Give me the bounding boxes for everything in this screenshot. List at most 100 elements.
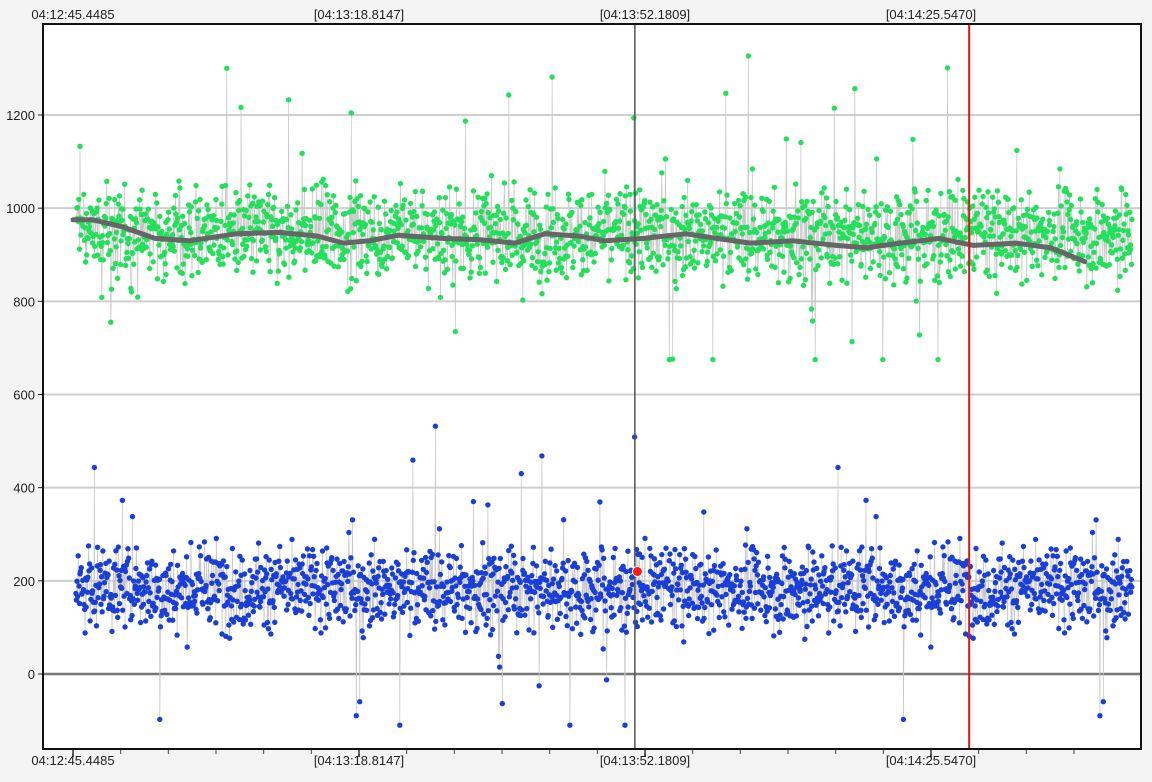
data-point [154, 594, 160, 601]
data-point [120, 607, 126, 613]
data-point [371, 194, 377, 200]
highlighted-point[interactable] [631, 566, 643, 578]
data-point [547, 245, 553, 252]
data-point [188, 230, 194, 236]
data-point [889, 598, 896, 605]
data-point [1105, 238, 1111, 244]
data-point [233, 569, 239, 575]
data-point [262, 244, 269, 250]
data-point [176, 227, 183, 233]
data-point [111, 236, 118, 242]
data-point [1055, 574, 1061, 580]
data-point [679, 272, 686, 279]
data-point [841, 225, 847, 231]
data-point [544, 277, 550, 283]
data-point [534, 604, 541, 610]
data-point [732, 228, 738, 235]
plot-area[interactable] [43, 24, 1141, 749]
data-point [943, 241, 949, 248]
data-point [1116, 592, 1122, 598]
data-point [857, 567, 863, 573]
data-point [241, 571, 248, 577]
data-point [189, 581, 196, 588]
data-point [1077, 556, 1084, 562]
data-point [131, 261, 137, 267]
data-point [389, 571, 396, 577]
data-point [550, 576, 557, 582]
data-point [394, 209, 400, 215]
data-point [572, 579, 578, 585]
data-point [832, 565, 838, 571]
data-point [1117, 580, 1123, 586]
data-point [609, 245, 615, 252]
data-point [251, 194, 257, 200]
data-point [745, 53, 752, 59]
data-point [247, 597, 253, 603]
data-point [311, 574, 317, 580]
data-point [507, 262, 513, 268]
data-point [1036, 557, 1042, 563]
data-point [984, 214, 990, 221]
data-point [637, 601, 644, 608]
data-point [165, 209, 172, 215]
data-point [665, 256, 671, 262]
data-point [236, 578, 242, 584]
data-point [603, 200, 610, 207]
data-point [499, 259, 505, 266]
data-point [426, 585, 433, 591]
data-point [578, 202, 584, 209]
data-point [710, 356, 716, 363]
data-point [179, 270, 185, 277]
data-point [515, 221, 521, 228]
data-point [291, 576, 297, 582]
data-point [900, 576, 906, 582]
data-point [1084, 284, 1090, 290]
data-point [177, 185, 183, 191]
data-point [958, 598, 964, 604]
data-point [979, 578, 986, 584]
data-point [487, 597, 493, 603]
data-point [721, 570, 727, 577]
data-point [922, 595, 928, 601]
data-point [197, 245, 204, 251]
data-point [1013, 598, 1020, 604]
data-point [216, 581, 222, 587]
data-point [530, 544, 537, 550]
data-point [166, 226, 172, 232]
data-point [414, 602, 421, 608]
data-point [250, 237, 257, 244]
data-point [1112, 208, 1119, 214]
data-point [1089, 529, 1096, 536]
data-point [1057, 242, 1064, 249]
data-point [946, 188, 953, 195]
data-point [986, 587, 992, 594]
data-point [564, 623, 570, 629]
data-point [1117, 273, 1123, 280]
data-point [871, 617, 877, 623]
data-point [322, 255, 328, 261]
data-point [87, 618, 93, 624]
data-point [453, 258, 459, 264]
data-point [807, 256, 813, 262]
data-point [943, 601, 950, 607]
data-point [1060, 225, 1066, 231]
data-point [236, 197, 243, 204]
data-point [715, 583, 721, 589]
data-point [509, 570, 515, 576]
data-point [859, 544, 865, 550]
data-point [431, 579, 437, 585]
data-point [875, 601, 881, 607]
data-point [264, 571, 270, 577]
data-point [531, 190, 538, 196]
data-point [592, 250, 598, 257]
data-point [414, 213, 420, 220]
data-point [854, 215, 861, 221]
data-point [554, 239, 560, 245]
data-point [1033, 596, 1039, 602]
data-point [829, 543, 835, 549]
data-point [996, 575, 1003, 581]
data-point [423, 266, 429, 272]
data-point [183, 554, 190, 560]
